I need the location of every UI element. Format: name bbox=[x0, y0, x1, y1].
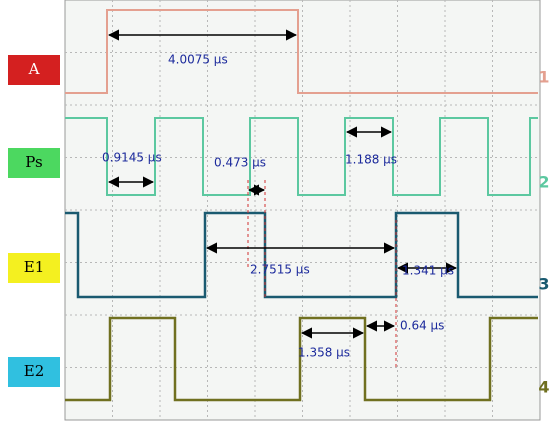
channel-box bbox=[8, 148, 60, 178]
channel-box bbox=[8, 253, 60, 283]
measurement: 4.0075 μs bbox=[168, 53, 228, 67]
measurement: 2.7515 μs bbox=[250, 263, 310, 277]
channel-box bbox=[8, 55, 60, 85]
measurement: 1.188 μs bbox=[345, 153, 397, 167]
measurement: 0.9145 μs bbox=[102, 151, 162, 165]
grid bbox=[65, 0, 540, 420]
channel-number: 3 bbox=[538, 275, 549, 294]
channel-label: E1 bbox=[24, 258, 45, 276]
channel-number: 1 bbox=[538, 68, 549, 87]
channel-label: Ps bbox=[25, 153, 42, 171]
measurement: 0.473 μs bbox=[214, 156, 266, 170]
channel-box bbox=[8, 357, 60, 387]
trace-a bbox=[65, 9, 538, 94]
trace-e2 bbox=[65, 316, 538, 402]
trace-ps bbox=[65, 117, 538, 196]
channel-label: A bbox=[28, 60, 40, 78]
channel-label: E2 bbox=[24, 362, 45, 380]
measurement: 1.358 μs bbox=[298, 346, 350, 360]
channel-number: 2 bbox=[538, 173, 549, 192]
channel-number: 4 bbox=[538, 378, 549, 397]
measurement: 1.341 μs bbox=[402, 264, 454, 278]
measurement: 0.64 μs bbox=[400, 319, 444, 333]
